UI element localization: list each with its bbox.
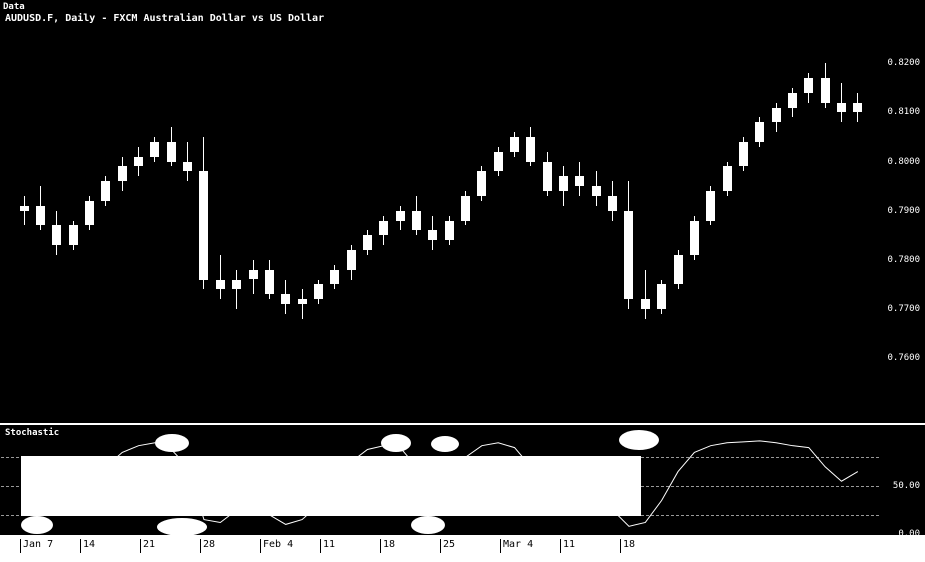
candle-body bbox=[772, 108, 781, 123]
candle-body bbox=[690, 221, 699, 255]
stoch-marker-oval bbox=[157, 518, 207, 536]
candle-body bbox=[330, 270, 339, 285]
candle-body bbox=[657, 284, 666, 309]
candle-body bbox=[20, 206, 29, 211]
candle-body bbox=[412, 211, 421, 231]
time-x-tick: 14 bbox=[80, 539, 95, 553]
time-x-tick: 25 bbox=[440, 539, 455, 553]
candle-body bbox=[853, 103, 862, 113]
stoch-marker-oval bbox=[155, 434, 189, 452]
stochastic-title: Stochastic bbox=[5, 428, 59, 438]
stoch-y-tick: 50.00 bbox=[893, 481, 920, 491]
candle-body bbox=[232, 280, 241, 290]
candle-body bbox=[118, 166, 127, 181]
candle-wick bbox=[302, 289, 303, 318]
candle-body bbox=[101, 181, 110, 201]
stoch-k-line bbox=[24, 441, 858, 526]
time-x-tick: 11 bbox=[320, 539, 335, 553]
candle-body bbox=[543, 162, 552, 191]
chart-container: Data AUDUSD.F, Daily - FXCM Australian D… bbox=[0, 0, 925, 562]
candle-body bbox=[706, 191, 715, 220]
candle-body bbox=[150, 142, 159, 157]
time-x-axis: Jan 7 14 21 28 Feb 4 11 18 25 Mar 4 11 18 bbox=[0, 537, 925, 562]
price-y-tick: 0.8000 bbox=[887, 157, 920, 167]
candle-body bbox=[608, 196, 617, 211]
candle-wick bbox=[645, 270, 646, 319]
candle-body bbox=[494, 152, 503, 172]
price-y-tick: 0.7700 bbox=[887, 304, 920, 314]
candle-body bbox=[755, 122, 764, 142]
stochastic-y-axis: 50.000.00 bbox=[880, 425, 925, 535]
candle-body bbox=[461, 196, 470, 221]
candle-body bbox=[265, 270, 274, 295]
candle-body bbox=[216, 280, 225, 290]
time-x-tick: 18 bbox=[620, 539, 635, 553]
candle-body bbox=[559, 176, 568, 191]
candle-body bbox=[85, 201, 94, 226]
candle-body bbox=[575, 176, 584, 186]
candle-wick bbox=[220, 255, 221, 299]
candle-body bbox=[723, 166, 732, 191]
candle-body bbox=[134, 157, 143, 167]
chart-title: AUDUSD.F, Daily - FXCM Australian Dollar… bbox=[5, 13, 324, 24]
candle-body bbox=[298, 299, 307, 304]
time-x-tick: 11 bbox=[560, 539, 575, 553]
candle-wick bbox=[236, 270, 237, 309]
candle-body bbox=[445, 221, 454, 241]
time-x-tick: 21 bbox=[140, 539, 155, 553]
candle-body bbox=[739, 142, 748, 167]
time-x-tick: Feb 4 bbox=[260, 539, 293, 553]
candle-body bbox=[249, 270, 258, 280]
candle-body bbox=[314, 284, 323, 299]
candle-body bbox=[592, 186, 601, 196]
stoch-marker-oval bbox=[431, 436, 459, 452]
candle-body bbox=[363, 235, 372, 250]
candle-body bbox=[281, 294, 290, 304]
time-x-tick: 18 bbox=[380, 539, 395, 553]
price-y-tick: 0.7900 bbox=[887, 206, 920, 216]
price-y-tick: 0.7800 bbox=[887, 255, 920, 265]
candle-body bbox=[36, 206, 45, 226]
time-x-tick: Mar 4 bbox=[500, 539, 533, 553]
candle-body bbox=[674, 255, 683, 284]
candle-wick bbox=[24, 196, 25, 225]
price-y-axis: 0.8200 0.8100 0.8000 0.7900 0.7800 0.7700 0.76… bbox=[880, 0, 925, 423]
stoch-marker-oval bbox=[381, 434, 411, 452]
candle-body bbox=[396, 211, 405, 221]
time-x-tick: Jan 7 bbox=[20, 539, 53, 553]
stoch-marker-oval bbox=[619, 430, 659, 450]
corner-label: Data bbox=[1, 1, 27, 13]
price-y-tick: 0.7600 bbox=[887, 353, 920, 363]
stoch-marker-oval bbox=[411, 516, 445, 534]
candle-body bbox=[821, 78, 830, 103]
candle-body bbox=[167, 142, 176, 162]
candle-body bbox=[69, 225, 78, 245]
candle-body bbox=[837, 103, 846, 113]
candle-body bbox=[52, 225, 61, 245]
price-y-tick: 0.8200 bbox=[887, 58, 920, 68]
candle-body bbox=[526, 137, 535, 162]
candle-body bbox=[788, 93, 797, 108]
price-chart-panel[interactable]: Data AUDUSD.F, Daily - FXCM Australian D… bbox=[0, 0, 880, 423]
candle-body bbox=[641, 299, 650, 309]
time-x-tick: 28 bbox=[200, 539, 215, 553]
stochastic-panel[interactable]: Stochastic bbox=[0, 425, 880, 535]
stoch-marker-oval bbox=[21, 516, 53, 534]
candle-body bbox=[199, 171, 208, 279]
candle-body bbox=[347, 250, 356, 270]
candle-body bbox=[379, 221, 388, 236]
candle-body bbox=[428, 230, 437, 240]
candle-body bbox=[477, 171, 486, 196]
candle-body bbox=[624, 211, 633, 299]
price-y-tick: 0.8100 bbox=[887, 107, 920, 117]
candle-body bbox=[510, 137, 519, 152]
candle-body bbox=[183, 162, 192, 172]
candle-body bbox=[804, 78, 813, 93]
